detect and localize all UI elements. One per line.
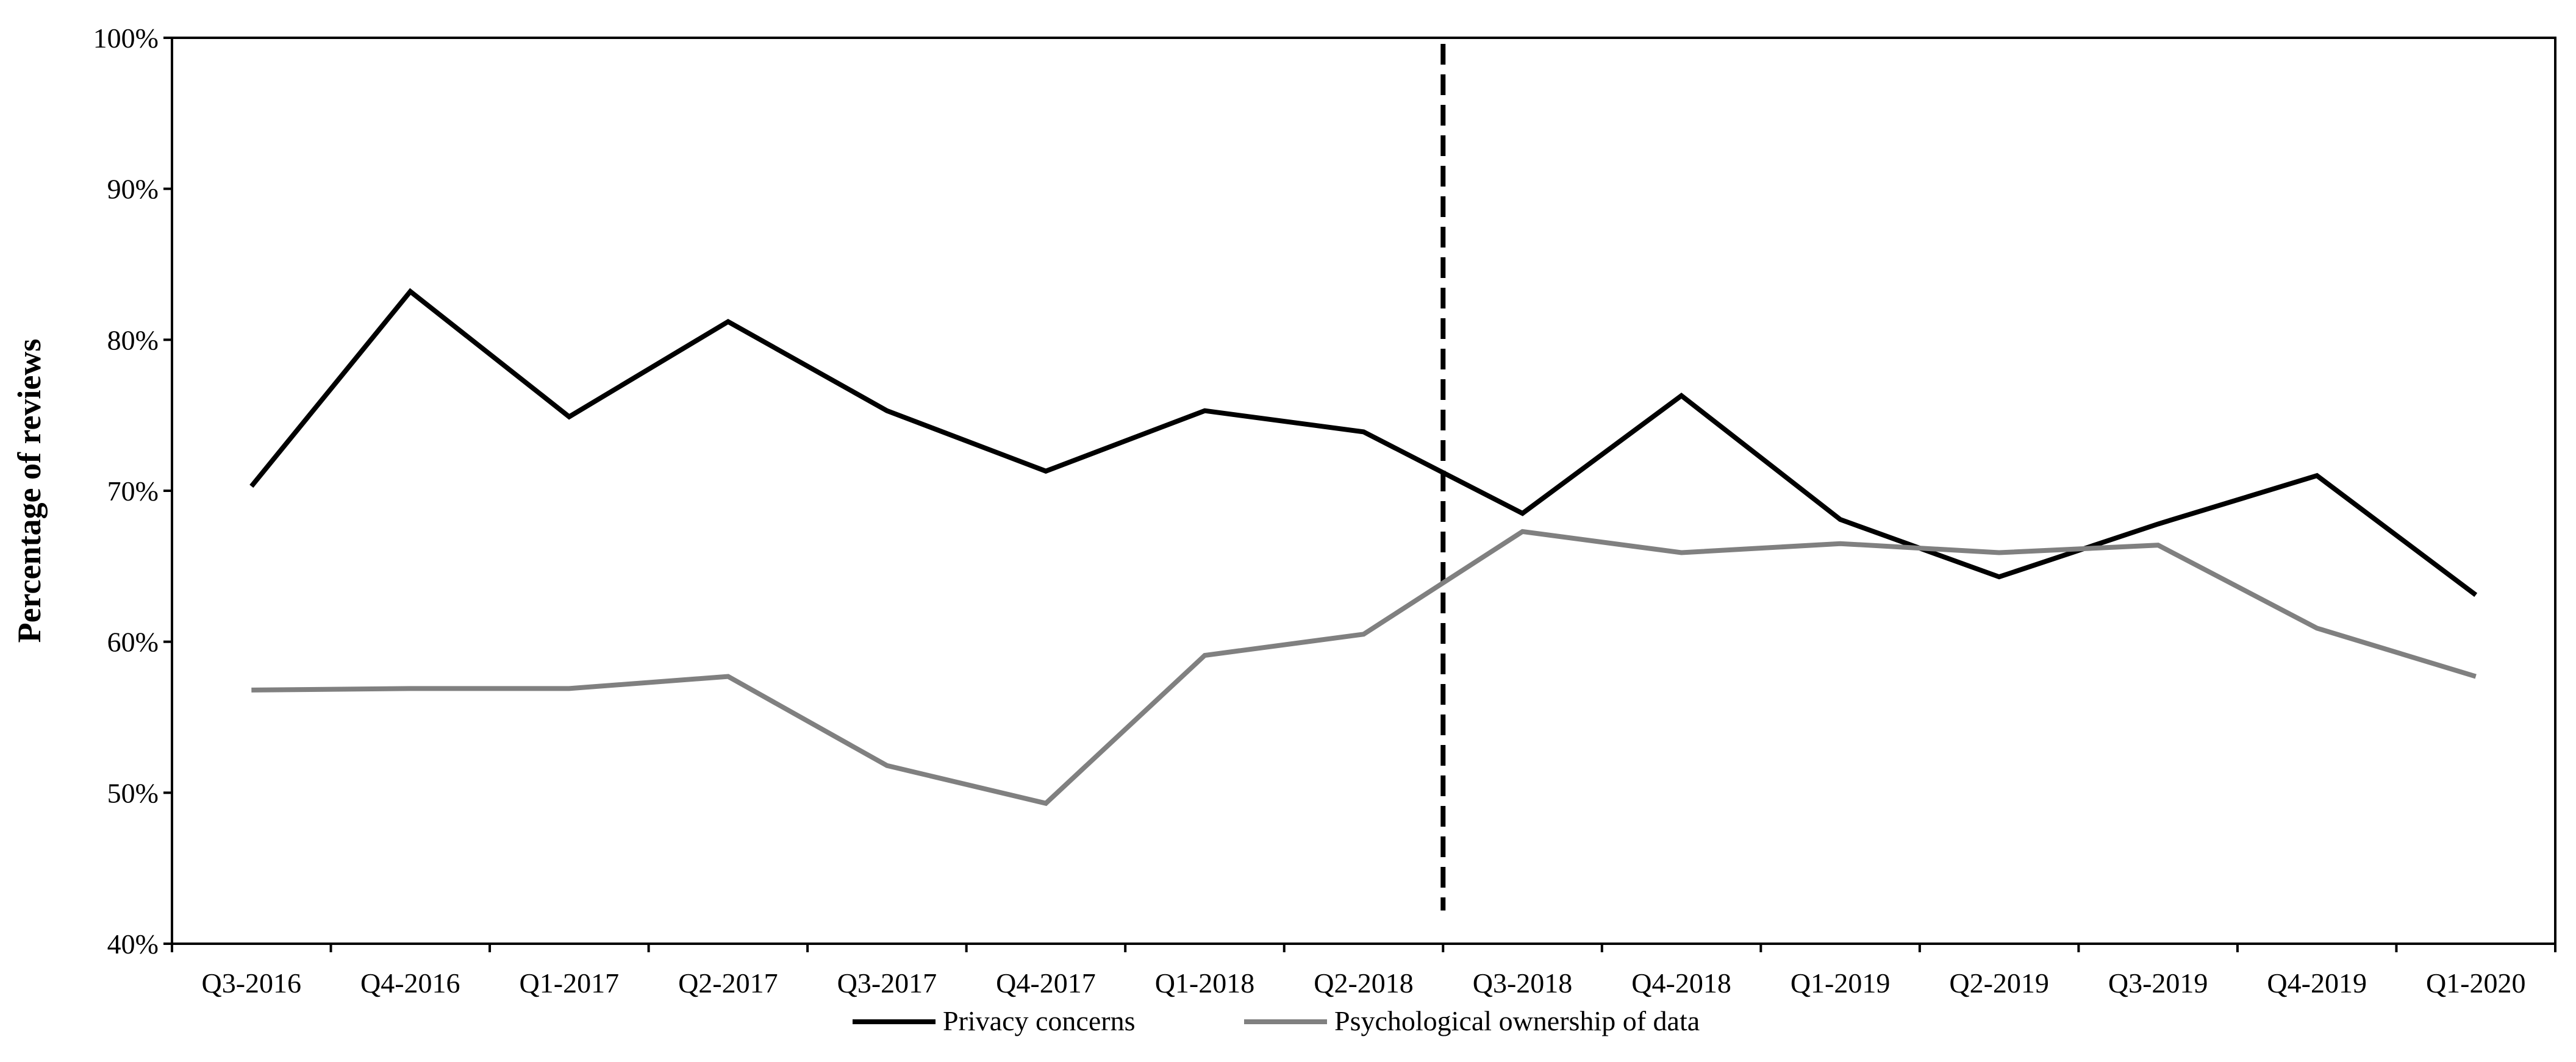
legend-label-1: Privacy concerns [943,1005,1136,1036]
y-tick-label: 40% [107,928,159,960]
legend: Privacy concerns Psychological ownership … [853,1005,1700,1036]
x-tick-label: Q3-2017 [837,968,937,999]
y-axis-title: Percentage of reviews [11,339,48,643]
x-tick-label: Q1-2020 [2426,968,2526,999]
y-tick-label: 70% [107,476,159,507]
y-tick-label: 50% [107,777,159,808]
legend-label-2: Psychological ownership of data [1334,1005,1700,1036]
y-tick-label: 100% [93,23,159,54]
x-tick-label: Q3-2019 [2108,968,2208,999]
x-tick-label: Q4-2016 [360,968,460,999]
x-tick-label: Q2-2017 [678,968,778,999]
x-tick-label: Q2-2019 [1949,968,2049,999]
y-tick-label: 60% [107,627,159,658]
plot-area: 40% 50% 60% 70% 80% 90% 100% Q3-2016 Q4-2016 Q1-2… [11,23,2556,999]
x-tick-label: Q4-2017 [996,968,1096,999]
x-tick-label: Q1-2017 [520,968,620,999]
x-tick-label: Q4-2018 [1631,968,1731,999]
x-tick-label: Q2-2018 [1314,968,1414,999]
x-tick-label: Q4-2019 [2267,968,2367,999]
x-tick-label: Q1-2018 [1155,968,1255,999]
x-tick-label: Q1-2019 [1791,968,1891,999]
x-tick-label: Q3-2018 [1473,968,1573,999]
y-tick-label: 80% [107,324,159,355]
y-tick-label: 90% [107,174,159,205]
x-tick-label: Q3-2016 [201,968,301,999]
